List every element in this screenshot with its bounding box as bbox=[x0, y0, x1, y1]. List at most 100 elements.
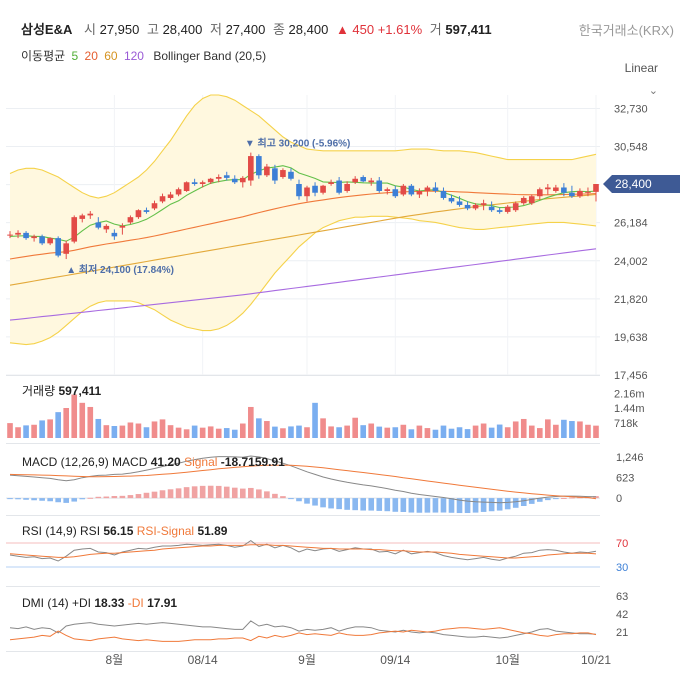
candle-body bbox=[127, 217, 134, 223]
volume-bar bbox=[488, 427, 495, 438]
volume-bar bbox=[336, 427, 342, 438]
volume-bar bbox=[561, 419, 567, 438]
candle-body bbox=[496, 210, 503, 212]
volume-bar bbox=[376, 426, 383, 438]
macd-tick-label: 0 bbox=[616, 493, 622, 505]
current-price-label: 28,400 bbox=[615, 177, 652, 191]
candle-body bbox=[47, 238, 53, 244]
volume-bar bbox=[536, 428, 543, 438]
x-tick-label: 10/21 bbox=[581, 653, 611, 667]
price-tick-label: 26,184 bbox=[614, 218, 648, 230]
volume-bar bbox=[135, 423, 142, 438]
macd-histogram-bar bbox=[55, 498, 61, 503]
candle-body bbox=[416, 190, 423, 195]
x-tick-label: 9월 bbox=[298, 653, 316, 667]
macd-histogram-bar bbox=[392, 498, 399, 512]
macd-histogram-bar bbox=[199, 485, 206, 499]
macd-histogram-bar bbox=[440, 498, 447, 513]
volume-bar bbox=[95, 418, 102, 438]
macd-histogram-bar bbox=[536, 498, 543, 502]
candle-body bbox=[288, 171, 294, 179]
macd-tick-label: 1,246 bbox=[616, 452, 644, 464]
candle-body bbox=[520, 197, 527, 204]
macd-histogram-bar bbox=[159, 490, 166, 499]
candle-body bbox=[312, 185, 318, 193]
candle-body bbox=[569, 192, 575, 197]
volume-bar bbox=[520, 418, 527, 438]
candle-body bbox=[39, 236, 45, 244]
candle-body bbox=[456, 201, 463, 205]
candle-body bbox=[336, 180, 342, 193]
macd-histogram-bar bbox=[175, 488, 182, 499]
candle-body bbox=[512, 203, 519, 211]
volume-bar bbox=[256, 418, 262, 438]
macd-histogram-bar bbox=[577, 497, 583, 499]
macd-histogram-bar bbox=[416, 498, 423, 513]
macd-histogram-bar bbox=[7, 498, 13, 500]
candle-body bbox=[448, 197, 455, 202]
max-price-annotation: ▼ 최고 30,200 (-5.96%) bbox=[245, 137, 351, 150]
macd-histogram-bar bbox=[207, 485, 214, 499]
volume-bar bbox=[103, 425, 110, 438]
volume-bar bbox=[215, 428, 222, 438]
macd-histogram-bar bbox=[561, 497, 567, 499]
candle-body bbox=[304, 187, 310, 197]
moving-average-legend[interactable]: 이동평균 5 20 60 120 Bollinger Band (20,5) bbox=[21, 47, 266, 64]
macd-histogram-bar bbox=[424, 498, 431, 513]
candle-body bbox=[553, 187, 559, 191]
candle-body bbox=[464, 204, 471, 209]
candle-body bbox=[151, 203, 158, 209]
candle-body bbox=[440, 190, 447, 198]
rsi-value: 56.15 bbox=[103, 524, 136, 538]
macd-histogram-bar bbox=[215, 485, 222, 499]
rsi-title: RSI (14,9) RSI 56.15 RSI-Signal 51.89 bbox=[22, 524, 228, 538]
volume-bar bbox=[368, 423, 375, 438]
macd-tick-label: 623 bbox=[616, 473, 634, 485]
volume-tick-label: 718k bbox=[614, 418, 638, 430]
ma60-label: 60 bbox=[104, 49, 118, 63]
candle-body bbox=[175, 189, 182, 195]
bollinger-band-fill bbox=[10, 95, 596, 345]
scale-selector[interactable]: Linear bbox=[624, 61, 658, 75]
volume-bar bbox=[424, 428, 431, 438]
macd-histogram-bar bbox=[400, 498, 407, 512]
candle-body bbox=[593, 184, 599, 192]
macd-histogram-bar bbox=[456, 498, 463, 514]
volume-bar bbox=[553, 424, 559, 438]
macd-histogram-bar bbox=[63, 498, 70, 503]
macd-histogram-bar bbox=[87, 497, 94, 499]
candle-body bbox=[528, 196, 535, 204]
dmi-tick-label: 21 bbox=[616, 627, 628, 639]
macd-histogram-bar bbox=[248, 487, 254, 499]
macd-histogram-bar bbox=[231, 487, 238, 499]
volume-bar bbox=[239, 423, 246, 438]
candle-body bbox=[392, 189, 399, 197]
high-label: 고 bbox=[146, 22, 159, 37]
macd-histogram-bar bbox=[143, 492, 150, 499]
volume-bar bbox=[31, 424, 37, 438]
volume-bar bbox=[416, 425, 423, 438]
candle-body bbox=[231, 178, 238, 183]
candle-body bbox=[585, 191, 591, 193]
macd-histogram-bar bbox=[304, 498, 310, 504]
macd-histogram-bar bbox=[256, 489, 262, 499]
volume-bar bbox=[23, 425, 29, 438]
volume-bar bbox=[585, 424, 591, 438]
macd-histogram-bar bbox=[488, 498, 495, 512]
candle-body bbox=[167, 194, 174, 198]
rsi-tick-label: 70 bbox=[616, 538, 628, 550]
volume-bar bbox=[119, 425, 126, 438]
price-tick-label: 19,638 bbox=[614, 332, 648, 344]
chevron-down-icon[interactable]: ⌄ bbox=[648, 85, 658, 97]
x-tick-label: 8월 bbox=[106, 653, 124, 667]
candle-body bbox=[360, 177, 367, 182]
rsi-signal-label: RSI-Signal bbox=[137, 524, 198, 538]
macd-histogram-bar bbox=[553, 498, 559, 500]
macd-histogram-bar bbox=[39, 498, 45, 501]
bollinger-upper-line bbox=[9, 94, 597, 199]
macd-signal-label: Signal bbox=[184, 455, 221, 469]
volume-bar bbox=[312, 402, 318, 438]
candle-body bbox=[480, 203, 487, 205]
candle-body bbox=[536, 189, 543, 197]
